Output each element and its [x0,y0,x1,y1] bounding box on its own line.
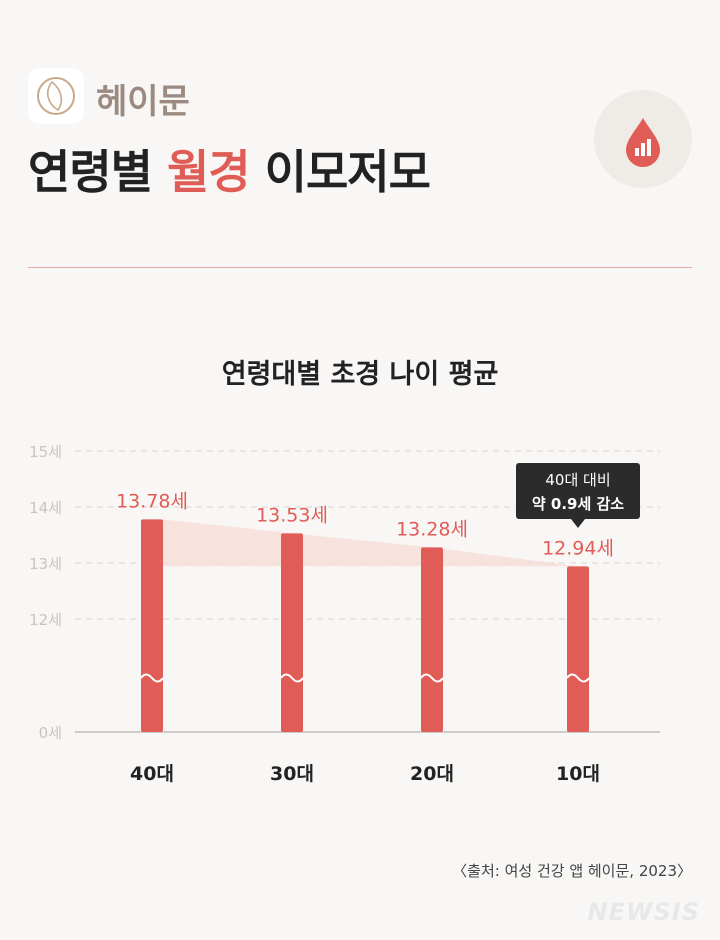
bar [281,533,303,732]
y-tick-label: 0세 [39,724,62,742]
chart-title: 연령대별 초경 나이 평균 [221,359,499,390]
value-label: 13.53세 [256,504,328,526]
annotation-line1: 40대 대비 [545,471,610,489]
annotation-line2: 약 0.9세 감소 [532,495,624,513]
axis-break-mark [140,673,164,683]
y-tick-label: 12세 [29,611,62,629]
y-tick-label: 15세 [29,443,62,461]
annotation-pointer [571,519,585,528]
y-tick-label: 14세 [29,499,62,517]
title-part2: 이모저모 [249,145,431,199]
annotation-box [516,463,640,519]
axis-break-mark [566,673,590,683]
blood-drop-chart-icon [594,90,692,188]
x-tick-label: 10대 [556,763,600,785]
source-note: 〈출처: 여성 건강 앱 헤이문, 2023〉 [452,862,692,880]
y-tick-label: 13세 [29,555,62,573]
x-tick-label: 20대 [410,763,454,785]
title-highlight: 월경 [166,145,251,199]
title-part1: 연령별 [28,145,167,199]
heymoon-logo-icon [28,68,84,124]
bar [567,566,589,732]
bar [421,547,443,732]
divider [28,267,692,268]
bar-chart: 15세 14세 13세 12세 0세 13.78세 40대 13.53세 30대 13.28세 20… [29,443,660,785]
axis-break-mark [420,673,444,683]
value-label: 13.28세 [396,518,468,540]
value-label: 13.78세 [116,490,188,512]
brand-name: 헤이문 [96,82,190,122]
watermark: NEWSIS [587,898,700,926]
bar [141,519,163,732]
value-label: 12.94세 [542,537,614,559]
axis-break-mark [280,673,304,683]
trend-shading [163,519,578,567]
x-tick-label: 30대 [270,763,314,785]
page-title: 연령별 월경 이모저모 [28,136,431,202]
x-tick-label: 40대 [130,763,174,785]
